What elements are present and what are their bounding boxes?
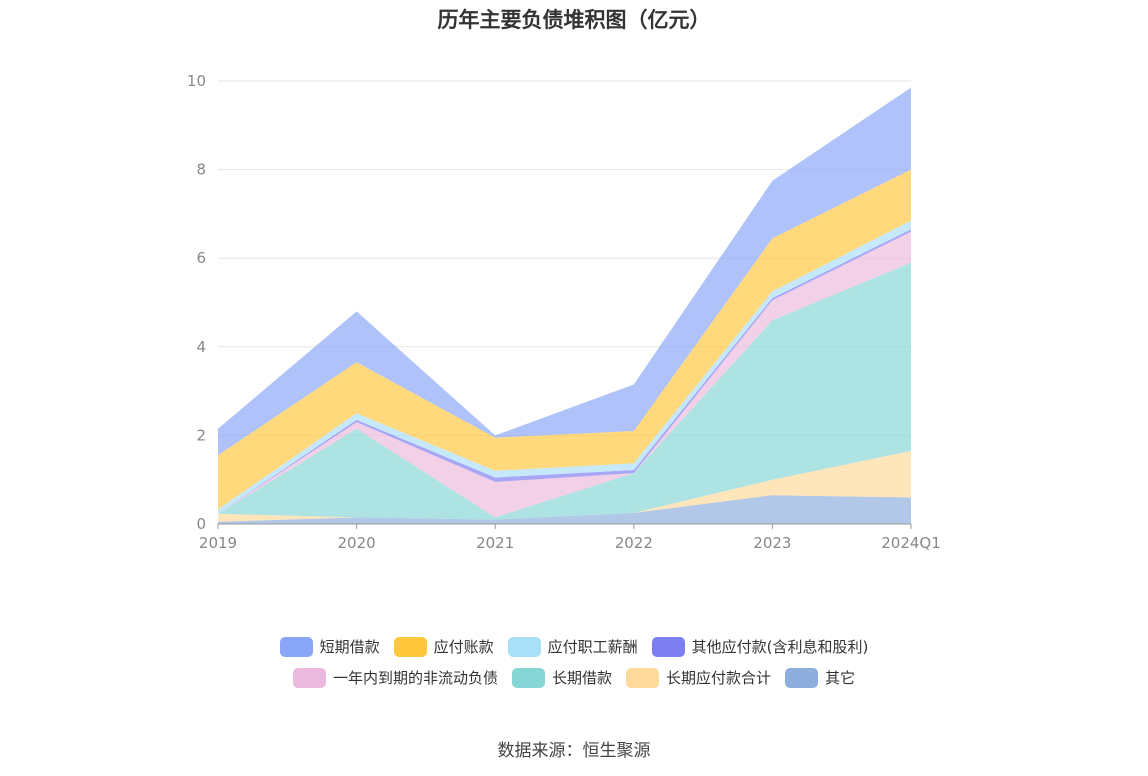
- legend-item[interactable]: 应付职工薪酬: [507, 636, 638, 657]
- legend-swatch: [393, 636, 427, 657]
- legend-item[interactable]: 短期借款: [279, 636, 380, 657]
- y-tick-label: 10: [187, 72, 206, 90]
- x-tick-label: 2020: [338, 534, 376, 552]
- y-tick-label: 6: [196, 249, 206, 267]
- legend-label: 长期借款: [551, 669, 612, 687]
- legend-swatch: [651, 636, 685, 657]
- y-tick-label: 2: [196, 426, 206, 444]
- legend-label: 长期应付款合计: [666, 669, 772, 687]
- stacked-area-chart: 0 2 4 6 8 10 2019 2020 2021 2022 2023 2024Q1: [187, 72, 941, 552]
- area-series-0: [218, 495, 911, 524]
- legend-row: 短期借款 应付账款 应付职工薪酬 其他应付款(含利息和股利): [279, 636, 869, 657]
- axes: 0 2 4 6 8 10 2019 2020 2021 2022 2023 2024Q1: [187, 72, 941, 552]
- legend-label: 其他应付款(含利息和股利): [691, 638, 869, 656]
- x-tick-label: 2024Q1: [881, 534, 941, 552]
- legend-row: 一年内到期的非流动负债 长期借款 长期应付款合计 其它: [292, 667, 855, 688]
- legend-label: 应付账款: [433, 638, 494, 656]
- area-series-7: [218, 87, 911, 456]
- x-tick-label: 2022: [615, 534, 653, 552]
- area-series-1: [218, 450, 911, 522]
- legend-swatch: [507, 636, 541, 657]
- legend-swatch: [626, 667, 659, 688]
- y-tick-label: 4: [196, 338, 206, 356]
- legend-swatch: [511, 667, 545, 688]
- area-series-2: [218, 262, 911, 520]
- legend-item[interactable]: 长期应付款合计: [626, 667, 771, 688]
- legend: 短期借款 应付账款 应付职工薪酬 其他应付款(含利息和股利) 一年内到期的非流动负债 长期…: [0, 636, 1148, 688]
- chart-title: 历年主要负债堆积图（亿元）: [437, 8, 711, 32]
- source-label: 数据来源：恒生聚源: [497, 741, 651, 761]
- x-tick-label: 2019: [199, 534, 237, 552]
- legend-label: 短期借款: [319, 638, 380, 656]
- legend-item[interactable]: 长期借款: [511, 667, 612, 688]
- legend-swatch: [785, 667, 819, 688]
- legend-item[interactable]: 其他应付款(含利息和股利): [651, 636, 869, 657]
- y-tick-label: 0: [196, 515, 206, 533]
- legend-item[interactable]: 一年内到期的非流动负债: [292, 667, 498, 688]
- legend-swatch: [292, 667, 326, 688]
- legend-label: 其它: [825, 669, 856, 687]
- area-series-group: [218, 87, 911, 524]
- x-tick-label: 2023: [753, 534, 791, 552]
- legend-item[interactable]: 应付账款: [393, 636, 494, 657]
- legend-swatch: [279, 636, 313, 657]
- legend-item[interactable]: 其它: [785, 667, 855, 688]
- x-tick-label: 2021: [476, 534, 514, 552]
- y-tick-label: 8: [196, 161, 206, 179]
- area-series-3: [218, 231, 911, 518]
- legend-label: 应付职工薪酬: [547, 638, 638, 656]
- area-series-6: [218, 169, 911, 510]
- legend-label: 一年内到期的非流动负债: [332, 669, 498, 687]
